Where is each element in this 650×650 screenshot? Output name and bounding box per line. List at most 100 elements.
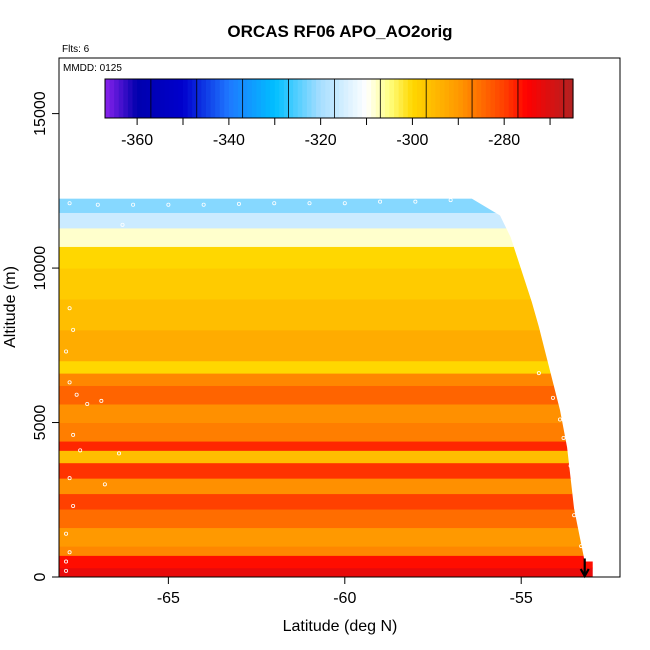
altitude-band — [59, 404, 593, 424]
colorbar-swatch — [504, 79, 510, 118]
colorbar-swatch — [316, 79, 322, 118]
y-tick-label: 5000 — [32, 405, 49, 441]
colorbar-swatch — [559, 79, 565, 118]
colorbar-swatch — [127, 79, 134, 118]
altitude-band — [59, 441, 593, 451]
flight-point — [378, 199, 383, 204]
colorbar-swatch — [380, 79, 386, 118]
colorbar-swatch — [417, 79, 423, 118]
colorbar-swatch — [118, 79, 124, 118]
flight-point — [78, 448, 83, 453]
colorbar-tick-label: -300 — [396, 132, 428, 149]
colorbar-swatch — [141, 79, 147, 118]
colorbar-swatch — [398, 79, 404, 118]
colorbar-swatch — [536, 79, 542, 118]
altitude-band — [59, 555, 593, 569]
date-annotation: MMDD: 0125 — [63, 63, 122, 74]
y-tick-label: 0 — [32, 572, 49, 581]
flight-point — [116, 451, 121, 456]
y-tick-label: 10000 — [32, 246, 49, 291]
position-marker — [579, 558, 590, 579]
colorbar-swatch — [384, 79, 391, 118]
colorbar-swatch — [508, 79, 514, 118]
colorbar-swatch — [522, 79, 528, 118]
colorbar-swatch — [554, 79, 560, 118]
colorbar-swatch — [517, 79, 524, 118]
x-tick-label: -55 — [510, 590, 533, 607]
colorbar-swatch — [325, 79, 331, 118]
altitude-band — [59, 546, 593, 556]
colorbar-swatch — [343, 79, 349, 118]
colorbar-swatch — [348, 79, 354, 118]
colorbar-swatch — [242, 79, 248, 118]
colorbar-swatch — [178, 79, 184, 118]
colorbar-swatch — [160, 79, 166, 118]
flight-point — [67, 550, 72, 555]
altitude-band — [59, 462, 593, 479]
colorbar-swatch — [531, 79, 537, 118]
colorbar-swatch — [467, 79, 473, 118]
colorbar-swatch — [228, 79, 235, 118]
flight-point — [120, 222, 125, 227]
colorbar-swatch — [137, 79, 143, 118]
colorbar-swatch — [371, 79, 377, 118]
flight-point — [561, 435, 566, 440]
colorbar-swatch — [150, 79, 157, 118]
altitude-band — [59, 527, 593, 547]
flight-point — [272, 201, 277, 206]
flight-point — [64, 568, 69, 573]
colorbar-swatch — [224, 79, 230, 118]
colorbar-swatch — [155, 79, 161, 118]
colorbar-swatch — [173, 79, 180, 118]
colorbar-swatch — [394, 79, 400, 118]
colorbar-swatch — [472, 79, 478, 118]
colorbar-swatch — [306, 79, 313, 118]
colorbar-swatch — [499, 79, 505, 118]
colorbar-swatch — [283, 79, 290, 118]
colorbar-swatch — [219, 79, 225, 118]
colorbar-tick-label: -320 — [305, 132, 337, 149]
altitude-band — [59, 385, 593, 405]
colorbar-swatch — [279, 79, 285, 118]
flight-point — [448, 198, 453, 203]
colorbar-swatch — [183, 79, 189, 118]
y-tick-label: 15000 — [32, 91, 49, 136]
altitude-band — [59, 478, 593, 495]
colorbar-swatch — [375, 79, 381, 118]
flight-point — [67, 306, 72, 311]
colorbar-swatch — [449, 79, 455, 118]
colorbar-swatch — [201, 79, 207, 118]
colorbar-swatch — [352, 79, 358, 118]
colorbar-swatch — [196, 79, 202, 118]
colorbar-swatch — [169, 79, 175, 118]
flight-point — [413, 199, 418, 204]
flight-point — [102, 482, 107, 487]
colorbar-swatch — [545, 79, 551, 118]
altitude-band — [59, 227, 593, 247]
colorbar-swatch — [407, 79, 414, 118]
colorbar-swatch — [288, 79, 294, 118]
flight-point — [67, 476, 72, 481]
colorbar-swatch — [339, 79, 345, 118]
altitude-band — [59, 509, 593, 529]
colorbar-swatch — [481, 79, 487, 118]
colorbar-swatch — [274, 79, 280, 118]
colorbar-swatch — [412, 79, 418, 118]
y-axis: 0 5000 10000 15000 — [32, 91, 59, 581]
colorbar-swatch — [495, 79, 501, 118]
colorbar-swatch — [205, 79, 212, 118]
colorbar-swatch — [444, 79, 450, 118]
flight-point — [95, 202, 100, 207]
altitude-band — [59, 567, 593, 577]
colorbar-swatch — [540, 79, 547, 118]
colorbar-swatch — [123, 79, 129, 118]
altitude-band — [59, 360, 593, 374]
altitude-band — [59, 298, 593, 331]
flight-point — [67, 380, 72, 385]
flight-point — [536, 371, 541, 376]
colorbar-swatch — [114, 79, 120, 118]
colorbar-swatch — [334, 79, 340, 118]
flight-point — [166, 202, 171, 207]
altitude-band — [59, 268, 593, 300]
